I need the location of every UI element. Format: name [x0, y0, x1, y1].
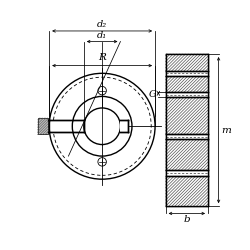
- Bar: [48, 120, 85, 132]
- Bar: [166, 98, 208, 134]
- Bar: [166, 76, 208, 92]
- Circle shape: [47, 72, 157, 181]
- Bar: [166, 134, 208, 139]
- Bar: [166, 54, 208, 71]
- Bar: [166, 170, 208, 176]
- Bar: [38, 118, 48, 134]
- Text: d₁: d₁: [97, 30, 107, 40]
- Text: m: m: [221, 126, 231, 134]
- Text: d₂: d₂: [97, 20, 107, 29]
- Bar: [166, 71, 208, 76]
- Text: b: b: [184, 215, 190, 224]
- Bar: [166, 139, 208, 170]
- Bar: [166, 54, 208, 206]
- Bar: [166, 176, 208, 206]
- Bar: [166, 92, 208, 98]
- Text: G: G: [149, 90, 157, 99]
- Text: R: R: [98, 53, 106, 62]
- Bar: [120, 120, 128, 132]
- Circle shape: [84, 108, 120, 144]
